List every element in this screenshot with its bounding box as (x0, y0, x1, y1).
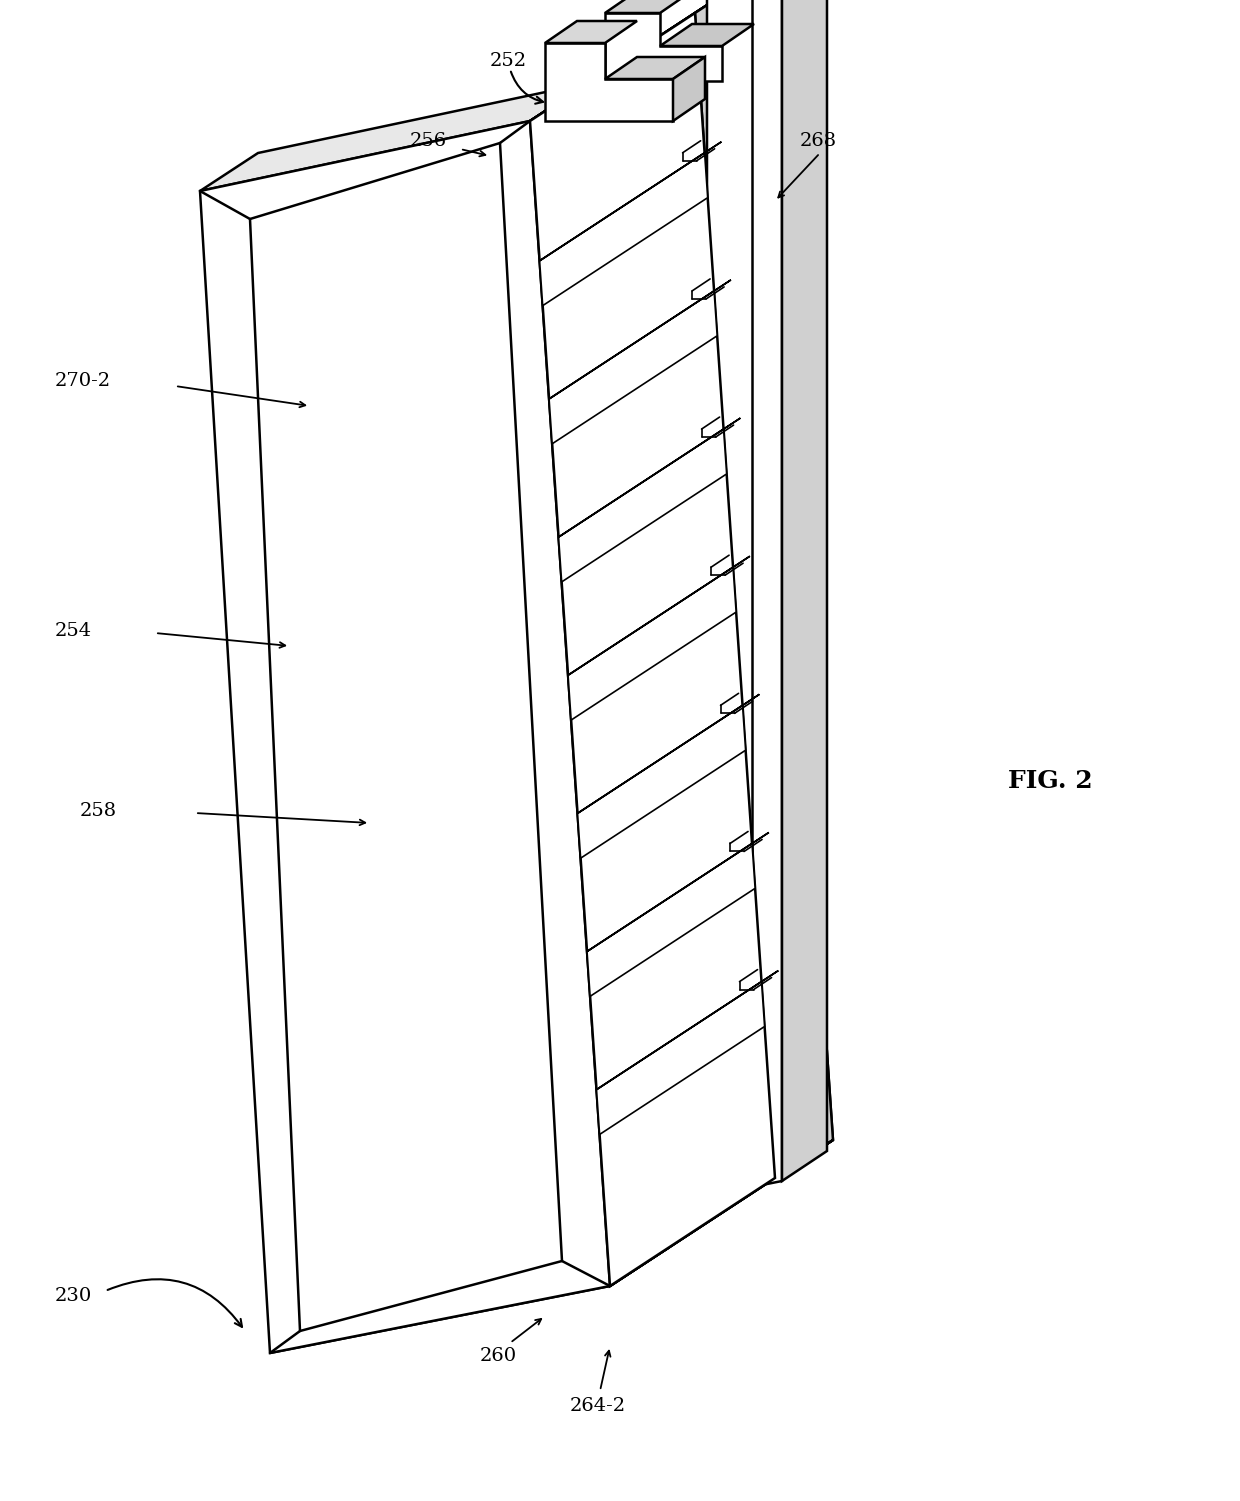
Text: 258: 258 (81, 802, 117, 820)
Polygon shape (539, 153, 708, 306)
Polygon shape (546, 44, 673, 122)
FancyArrowPatch shape (511, 72, 543, 104)
Polygon shape (588, 0, 833, 1247)
Polygon shape (578, 695, 759, 814)
Text: FIG. 2: FIG. 2 (1008, 769, 1092, 793)
Polygon shape (568, 557, 750, 675)
Text: 254: 254 (55, 621, 92, 639)
Polygon shape (529, 0, 753, 122)
Polygon shape (549, 291, 717, 444)
Polygon shape (587, 844, 755, 997)
Polygon shape (578, 705, 745, 859)
Polygon shape (782, 0, 827, 1181)
Polygon shape (529, 83, 668, 1286)
Polygon shape (270, 1247, 668, 1352)
Text: 256: 256 (410, 132, 448, 150)
Text: 270-2: 270-2 (55, 372, 112, 390)
Polygon shape (200, 83, 588, 191)
Polygon shape (539, 141, 722, 261)
Polygon shape (549, 279, 730, 399)
Polygon shape (250, 143, 562, 1331)
Polygon shape (673, 57, 706, 122)
Polygon shape (660, 24, 754, 47)
Polygon shape (605, 0, 692, 14)
Polygon shape (694, 0, 833, 1178)
Polygon shape (605, 14, 722, 81)
Polygon shape (610, 1139, 833, 1286)
Polygon shape (558, 429, 727, 582)
Text: 252: 252 (490, 53, 527, 71)
FancyArrowPatch shape (108, 1279, 242, 1327)
Polygon shape (200, 122, 610, 1352)
Polygon shape (568, 567, 737, 720)
Polygon shape (596, 982, 765, 1135)
Text: 268: 268 (800, 132, 837, 150)
Text: 230: 230 (55, 1286, 92, 1304)
Polygon shape (546, 21, 637, 44)
Polygon shape (558, 419, 740, 537)
Polygon shape (707, 0, 782, 1196)
Polygon shape (529, 14, 775, 1286)
Polygon shape (605, 57, 706, 80)
Text: 264-2: 264-2 (570, 1397, 626, 1415)
Polygon shape (587, 833, 769, 952)
Polygon shape (596, 971, 779, 1090)
Text: 260: 260 (480, 1346, 517, 1364)
